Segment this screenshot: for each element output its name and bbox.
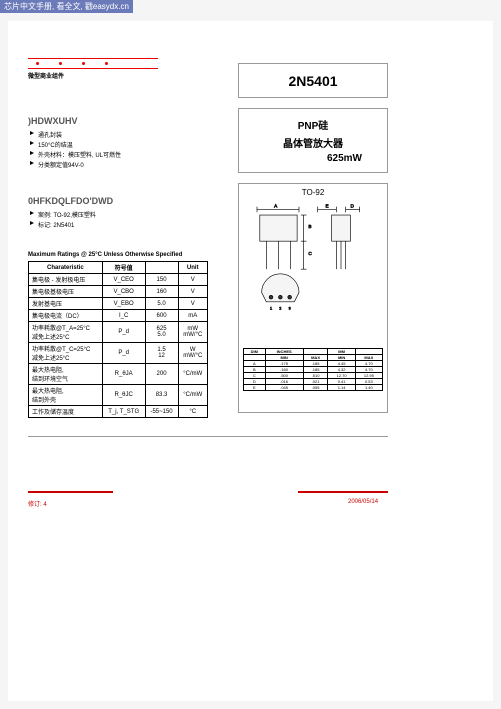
svg-text:1: 1 <box>270 306 272 310</box>
table-row: 最大热电阻,结到环境空气R_θJA200°C/mW <box>29 364 208 385</box>
logo-subtitle: 微型商业组件 <box>28 71 158 80</box>
svg-text:3: 3 <box>289 306 291 310</box>
table-row: 发射基电压V_EBO5.0V <box>29 298 208 310</box>
date-text: 2006/05/14 <box>348 499 378 505</box>
feature-item: 分类额定值94V-0 <box>28 160 218 169</box>
svg-text:B: B <box>308 224 311 229</box>
ratings-heading: Maximum Ratings @ 25°C Unless Otherwise … <box>28 252 248 258</box>
svg-text:C: C <box>308 251 312 256</box>
logo-area: 微型商业组件 <box>28 56 158 80</box>
desc-function: 晶体管放大器 <box>244 135 382 150</box>
dimensions-table: DIMINCHESMMMINMAXMINMAXA.175.1854.454.70… <box>243 348 383 391</box>
svg-text:E: E <box>325 204 328 209</box>
mechanical-heading: 0HFKDQLFDO'DWD <box>28 196 218 206</box>
desc-type: PNP硅 <box>244 117 382 132</box>
table-row: 功率耗散@T_A=25°C减免上述25°CP_d6255.0mWmW/°C <box>29 322 208 343</box>
desc-power: 625mW <box>244 153 382 164</box>
part-number-box: 2N5401 <box>238 63 388 98</box>
svg-text:D: D <box>351 204 355 209</box>
package-label: TO-92 <box>243 188 383 197</box>
mechanical-item: 标记: 2N5401 <box>28 220 218 229</box>
mechanical-section: 0HFKDQLFDO'DWD 案例: TO-92,模压塑料标记: 2N5401 <box>28 196 218 230</box>
package-box: TO-92 A E D B C 1 2 3 <box>238 183 388 413</box>
feature-item: 通孔封装 <box>28 130 218 139</box>
revision-text: 修订: 4 <box>28 499 47 508</box>
top-banner: 芯片中文手册, 看全文, 戳easydx.cn <box>0 0 133 13</box>
footer-line-left <box>28 491 113 493</box>
datasheet-page: 微型商业组件 2N5401 PNP硅 晶体管放大器 625mW )HDWXUHV… <box>8 21 493 701</box>
feature-item: 外壳材料：模压塑料, UL可燃性 <box>28 150 218 159</box>
footer-line-right <box>298 491 388 493</box>
table-row: 集电极基极电压V_CBO160V <box>29 286 208 298</box>
svg-text:A: A <box>274 204 278 209</box>
dim-row: E.045.0551.141.40 <box>244 385 383 391</box>
features-section: )HDWXUHV 通孔封装150°C的结温外壳材料：模压塑料, UL可燃性分类额… <box>28 116 218 170</box>
table-row: 集电极电流（DC）I_C600mA <box>29 310 208 322</box>
svg-text:2: 2 <box>279 306 281 310</box>
table-row: 功率耗散@T_C=25°C减免上述25°CP_d1.512WmW/°C <box>29 343 208 364</box>
description-box: PNP硅 晶体管放大器 625mW <box>238 108 388 173</box>
features-heading: )HDWXUHV <box>28 116 218 126</box>
divider-line <box>28 436 388 437</box>
table-row: 集电极 - 发射极电压V_CEO150V <box>29 274 208 286</box>
part-number: 2N5401 <box>288 73 337 89</box>
table-row: 最大热电阻,结到外壳R_θJC83.3°C/mW <box>29 385 208 406</box>
mechanical-item: 案例: TO-92,模压塑料 <box>28 210 218 219</box>
package-diagram: A E D B C 1 2 3 <box>243 199 383 344</box>
feature-item: 150°C的结温 <box>28 140 218 149</box>
ratings-table: Charateristic符号值Unit集电极 - 发射极电压V_CEO150V… <box>28 261 208 418</box>
table-row: 工作及储存温度T_j, T_STG-55~150°C <box>29 406 208 418</box>
